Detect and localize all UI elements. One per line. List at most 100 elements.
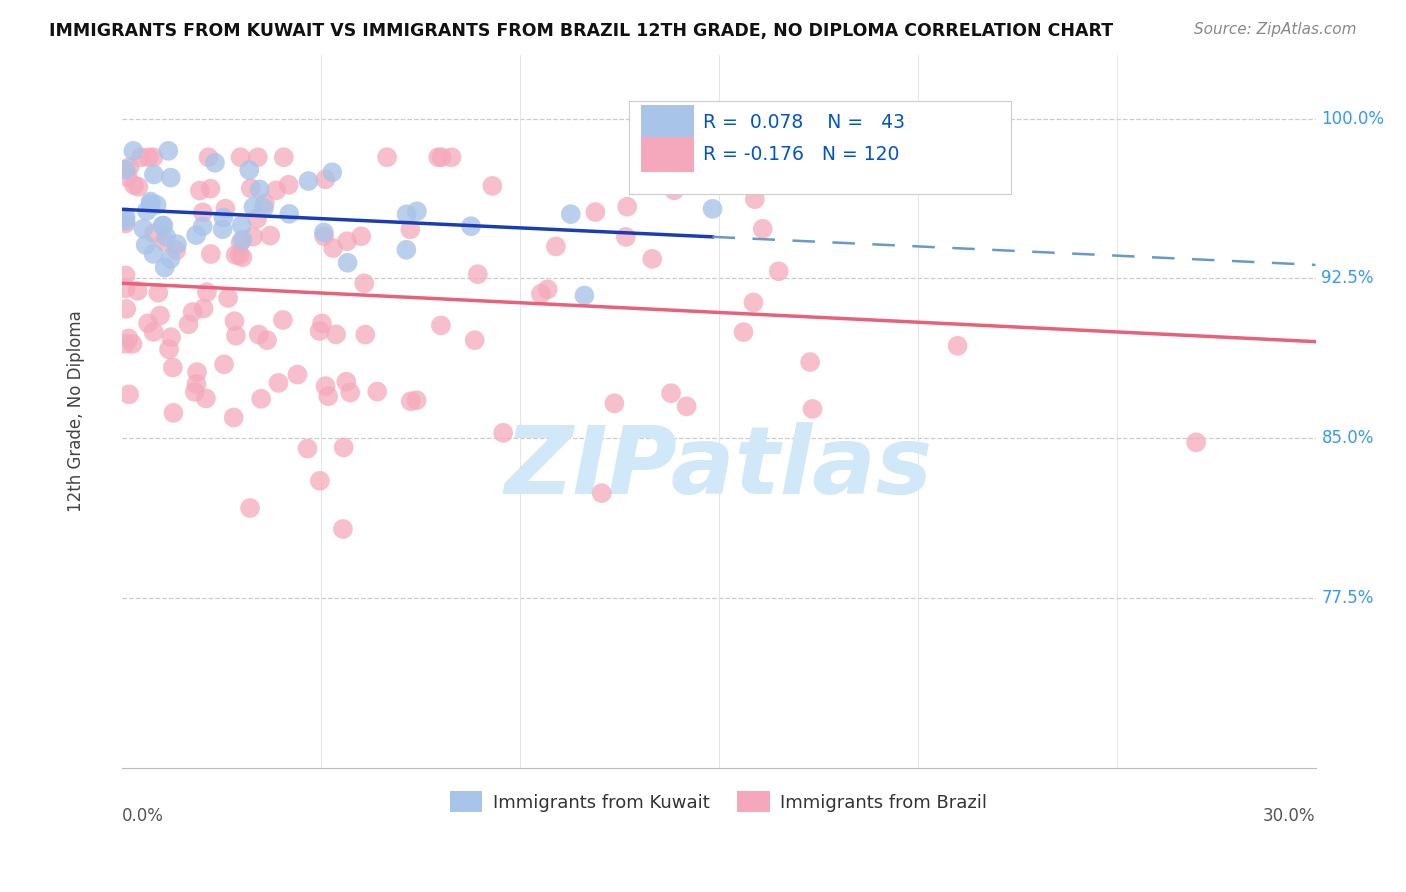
Point [427,150,450,164]
Point [297,174,319,188]
Point [312,225,335,239]
Point [395,243,418,257]
Point [247,327,270,342]
Point [405,393,427,408]
Point [127,179,149,194]
Point [267,376,290,390]
Point [135,238,157,252]
Point [188,184,211,198]
Point [118,387,141,401]
Point [166,237,188,252]
Point [114,281,136,295]
Point [399,222,422,236]
Point [186,365,208,379]
Point [142,325,165,339]
FancyBboxPatch shape [628,102,1011,194]
Point [278,207,301,221]
Point [114,336,136,351]
Point [114,214,136,228]
Point [117,331,139,345]
Point [197,150,219,164]
Point [162,406,184,420]
Point [142,168,165,182]
Point [136,316,159,330]
Point [239,181,262,195]
Point [122,178,145,193]
Point [225,248,247,262]
Point [222,410,245,425]
Point [332,522,354,536]
Point [335,375,357,389]
Point [246,211,269,226]
Point [321,165,343,179]
Point [212,211,235,225]
Point [242,200,264,214]
Point [768,264,790,278]
Legend: Immigrants from Kuwait, Immigrants from Brazil: Immigrants from Kuwait, Immigrants from … [443,784,994,819]
Point [138,150,160,164]
Point [142,247,165,261]
Point [183,384,205,399]
Point [149,309,172,323]
Point [332,441,354,455]
Point [316,389,339,403]
Point [256,333,278,347]
Point [160,330,183,344]
Point [150,219,173,233]
Point [271,313,294,327]
Point [354,327,377,342]
Point [217,291,239,305]
Text: 100.0%: 100.0% [1322,110,1385,128]
Point [744,192,766,206]
Point [253,196,276,211]
Point [200,247,222,261]
Point [139,194,162,209]
Text: 30.0%: 30.0% [1263,807,1316,825]
Point [733,325,755,339]
Point [142,150,165,164]
Point [135,203,157,218]
Text: 77.5%: 77.5% [1322,589,1374,607]
Point [148,285,170,300]
Point [492,425,515,440]
Point [242,229,264,244]
Point [616,200,638,214]
Point [467,267,489,281]
Point [191,205,214,219]
Text: Source: ZipAtlas.com: Source: ZipAtlas.com [1194,22,1357,37]
Point [322,241,344,255]
Point [314,172,336,186]
Point [115,301,138,316]
Point [200,181,222,195]
Point [702,202,724,216]
Point [308,324,330,338]
Point [139,197,162,211]
Point [195,285,218,300]
Point [152,219,174,233]
Point [114,268,136,283]
Point [212,357,235,371]
Point [574,288,596,302]
Point [659,386,682,401]
Point [122,144,145,158]
Point [191,219,214,234]
Point [129,150,152,164]
Point [162,360,184,375]
Point [830,150,852,164]
Point [273,150,295,164]
Point [253,201,276,215]
Point [186,376,208,391]
Point [277,178,299,192]
Point [214,202,236,216]
Point [530,286,553,301]
Text: R =  0.078    N =   43: R = 0.078 N = 43 [703,113,905,132]
Point [127,284,149,298]
Point [614,230,637,244]
Text: 0.0%: 0.0% [122,807,163,825]
Point [430,150,453,164]
FancyBboxPatch shape [641,137,693,172]
Point [259,228,281,243]
Text: 12th Grade, No Diploma: 12th Grade, No Diploma [67,310,86,512]
Point [231,233,253,247]
Point [224,314,246,328]
